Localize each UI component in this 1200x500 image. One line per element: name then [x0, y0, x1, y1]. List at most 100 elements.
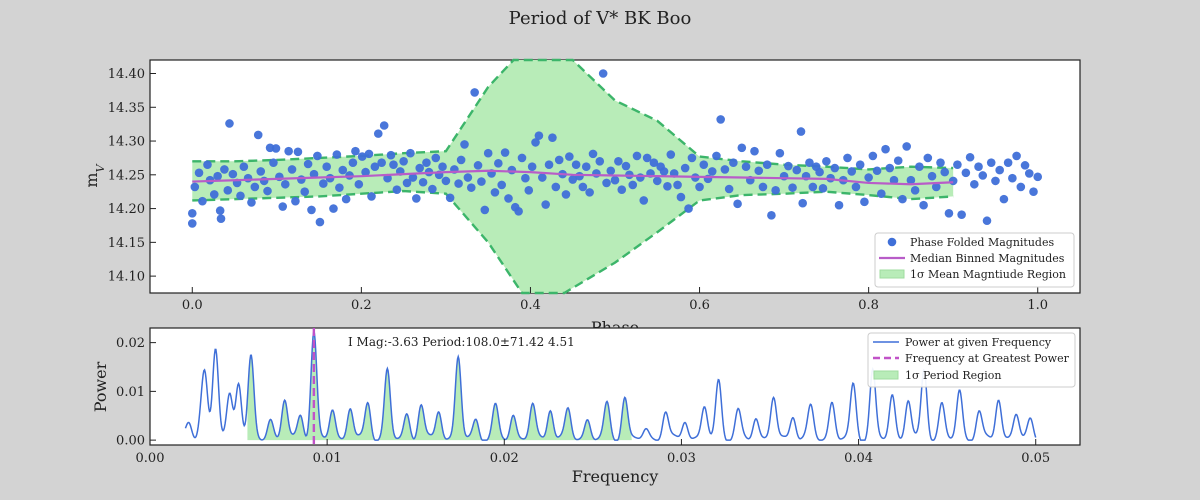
data-point — [357, 152, 367, 161]
data-point — [315, 217, 325, 227]
data-point — [628, 180, 638, 190]
power-axes: 0.00 0.01 0.02 0.03 0.04 0.05 0.00 0.01 0.02 — [116, 336, 1050, 466]
data-point — [477, 177, 486, 186]
data-point — [367, 192, 376, 201]
data-point — [1020, 161, 1030, 170]
data-point — [592, 169, 601, 178]
data-point — [473, 161, 483, 170]
data-point — [970, 179, 979, 189]
median-binned-line — [192, 169, 954, 186]
data-point — [575, 171, 584, 181]
data-point — [228, 169, 238, 179]
data-point — [805, 158, 814, 167]
data-point — [663, 181, 672, 191]
phase-folded-points — [187, 69, 1043, 228]
legend-box — [867, 332, 1076, 388]
data-point — [568, 175, 578, 184]
data-point — [687, 153, 697, 163]
data-point — [565, 152, 574, 161]
data-point — [431, 153, 441, 163]
data-point — [377, 158, 386, 167]
data-point — [313, 151, 322, 161]
data-point — [490, 188, 500, 197]
figure-title: Period of V* BK Boo — [509, 8, 692, 29]
magnitude-y-label: mV — [82, 163, 107, 187]
data-point — [621, 161, 631, 171]
data-point — [517, 153, 527, 163]
data-point — [639, 196, 649, 205]
y-tick-label: 14.20 — [108, 202, 145, 217]
data-point — [225, 119, 234, 128]
data-point — [585, 188, 594, 197]
x-tick-label: 0.0 — [182, 298, 203, 313]
power-panel: 0.00 0.01 0.02 0.03 0.04 0.05 0.00 0.01 0.02 I M… — [91, 327, 1081, 486]
data-point — [974, 162, 983, 172]
y-tick-label: 14.30 — [108, 135, 145, 150]
data-point — [561, 190, 571, 199]
y-tick-label: 0.01 — [116, 385, 145, 400]
data-point — [822, 157, 831, 166]
data-point — [680, 163, 690, 173]
data-point — [636, 173, 645, 182]
region-lower-edge — [192, 189, 954, 295]
data-point — [386, 150, 396, 160]
data-point — [256, 167, 266, 176]
data-point — [253, 130, 263, 140]
data-point — [187, 219, 197, 228]
data-point — [348, 158, 358, 167]
data-point — [524, 186, 534, 195]
data-point — [659, 167, 669, 176]
legend-label: Phase Folded Magnitudes — [910, 236, 1054, 249]
data-point — [187, 209, 197, 218]
data-point — [898, 194, 907, 204]
data-point — [796, 127, 806, 136]
data-point — [483, 148, 493, 158]
data-point — [497, 180, 507, 190]
data-point — [716, 115, 725, 124]
data-point — [259, 176, 269, 186]
data-point — [297, 175, 306, 184]
y-tick-label: 0.00 — [116, 434, 145, 449]
data-point — [762, 160, 772, 169]
data-point — [1029, 187, 1038, 196]
data-point — [741, 162, 751, 172]
data-point — [470, 88, 479, 97]
data-point — [864, 173, 873, 182]
x-tick-label: 0.2 — [351, 298, 372, 313]
data-point — [454, 179, 463, 188]
data-point — [767, 211, 776, 220]
data-point — [617, 185, 627, 194]
data-point — [940, 167, 950, 177]
data-point — [978, 171, 988, 180]
data-point — [220, 165, 229, 174]
data-point — [335, 183, 344, 192]
data-point — [953, 160, 962, 169]
data-point — [847, 167, 857, 176]
data-point — [720, 165, 730, 174]
data-point — [754, 166, 764, 176]
data-point — [598, 69, 608, 78]
data-point — [236, 191, 245, 201]
data-point — [460, 140, 469, 149]
data-point — [957, 210, 966, 219]
y-tick-label: 14.40 — [108, 67, 145, 82]
data-point — [707, 167, 717, 176]
data-point — [463, 173, 473, 182]
data-point — [441, 176, 451, 186]
x-tick-label: 1.0 — [1027, 298, 1048, 313]
data-point — [578, 182, 588, 192]
data-point — [606, 166, 616, 176]
data-point — [190, 182, 200, 192]
data-point — [818, 184, 828, 193]
legend-point-marker — [887, 237, 897, 247]
power-line — [184, 329, 1037, 441]
data-point — [504, 194, 513, 203]
data-point — [885, 163, 895, 173]
data-point — [632, 151, 642, 161]
power-y-label: Power — [91, 361, 110, 412]
data-point — [329, 204, 338, 213]
data-point — [724, 184, 734, 194]
data-point — [906, 175, 916, 185]
data-point — [595, 157, 605, 166]
data-point — [666, 150, 676, 159]
